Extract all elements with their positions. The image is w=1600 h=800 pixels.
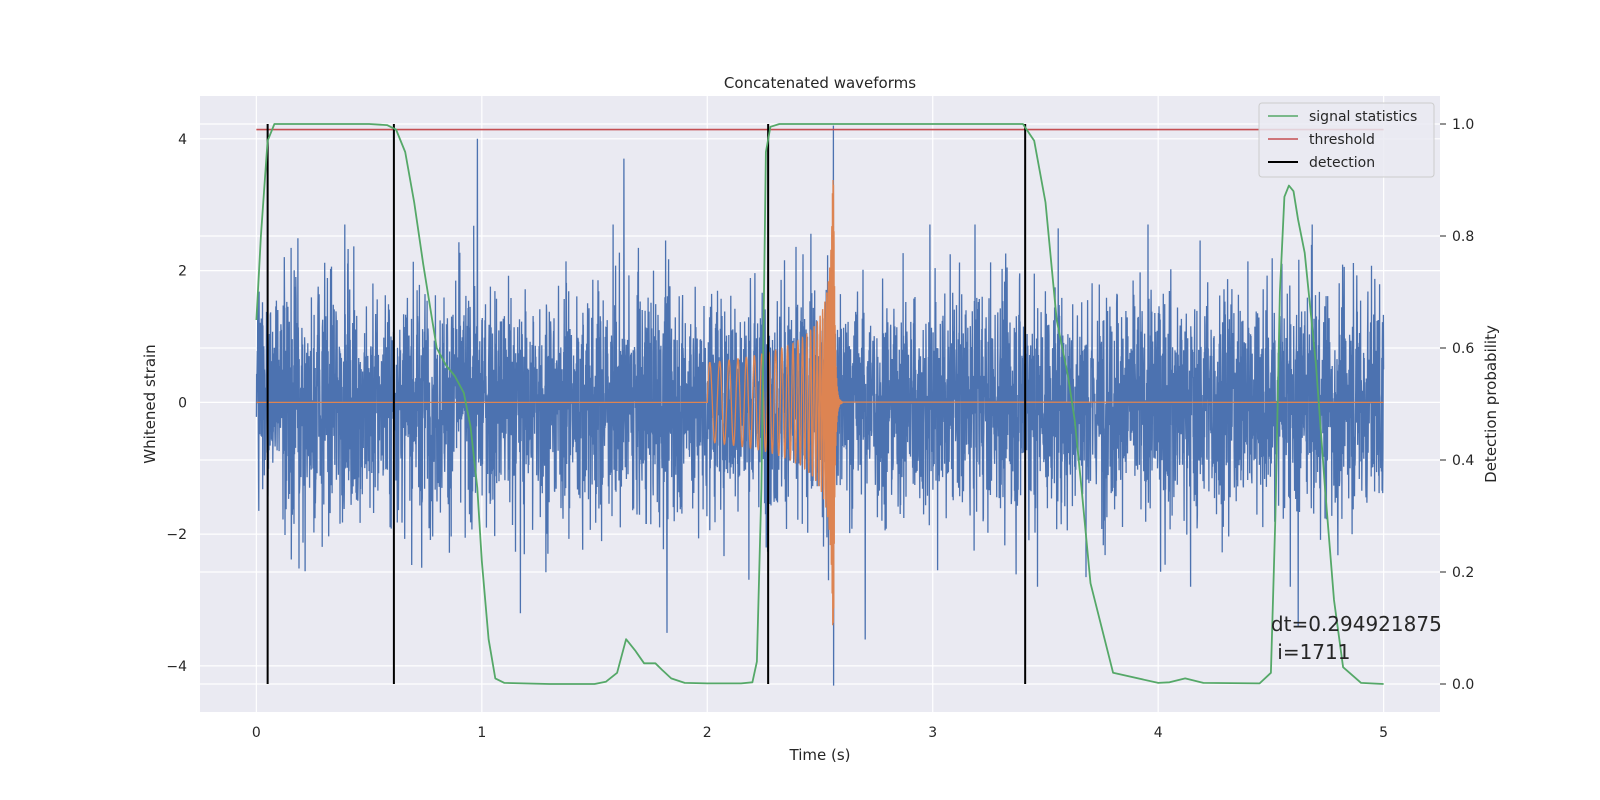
y-tick-label-left: −2 [166,527,187,543]
x-tick-label: 3 [928,725,937,741]
y-tick-label-left: −4 [166,659,187,675]
y-tick-label-right: 1.0 [1452,117,1474,133]
x-tick-label: 0 [252,725,261,741]
series-injected-signal [256,179,1384,626]
y-tick-label-right: 0.4 [1452,453,1474,469]
legend-label-threshold: threshold [1309,132,1375,148]
x-tick-label: 1 [477,725,486,741]
legend: signal statistics threshold detection [1258,102,1435,178]
x-axis-label: Time (s) [789,746,851,764]
x-tick-label: 2 [703,725,712,741]
y-tick-label-right: 0.0 [1452,677,1474,693]
legend-label-signal-statistics: signal statistics [1309,109,1417,125]
x-tick-label: 5 [1379,725,1388,741]
legend-box [1258,102,1435,178]
annotation: dt=0.294921875 i=1711 [1271,612,1442,664]
axis-ticks: 0 1 2 3 4 5 −4 −2 0 2 4 0.0 0.2 0.4 0.6 0.8 1.0 [166,117,1474,741]
series-layer [255,123,1385,686]
series-signal-statistics [255,123,1384,685]
y-axis-label-right: Detection probability [1482,325,1500,483]
annotation-index: i=1711 [1271,640,1351,664]
annotation-dt: dt=0.294921875 [1271,612,1442,636]
y-tick-label-left: 2 [178,264,187,280]
grid-lines [200,96,1440,712]
legend-label-detection: detection [1309,155,1375,171]
x-tick-label: 4 [1154,725,1163,741]
y-tick-label-left: 0 [178,395,187,411]
y-tick-label-right: 0.6 [1452,341,1474,357]
y-axis-label-left: Whitened strain [141,344,159,463]
y-tick-label-right: 0.2 [1452,565,1474,581]
y-tick-label-left: 4 [178,132,187,148]
y-tick-label-right: 0.8 [1452,229,1474,245]
chart-title: Concatenated waveforms [724,74,916,92]
